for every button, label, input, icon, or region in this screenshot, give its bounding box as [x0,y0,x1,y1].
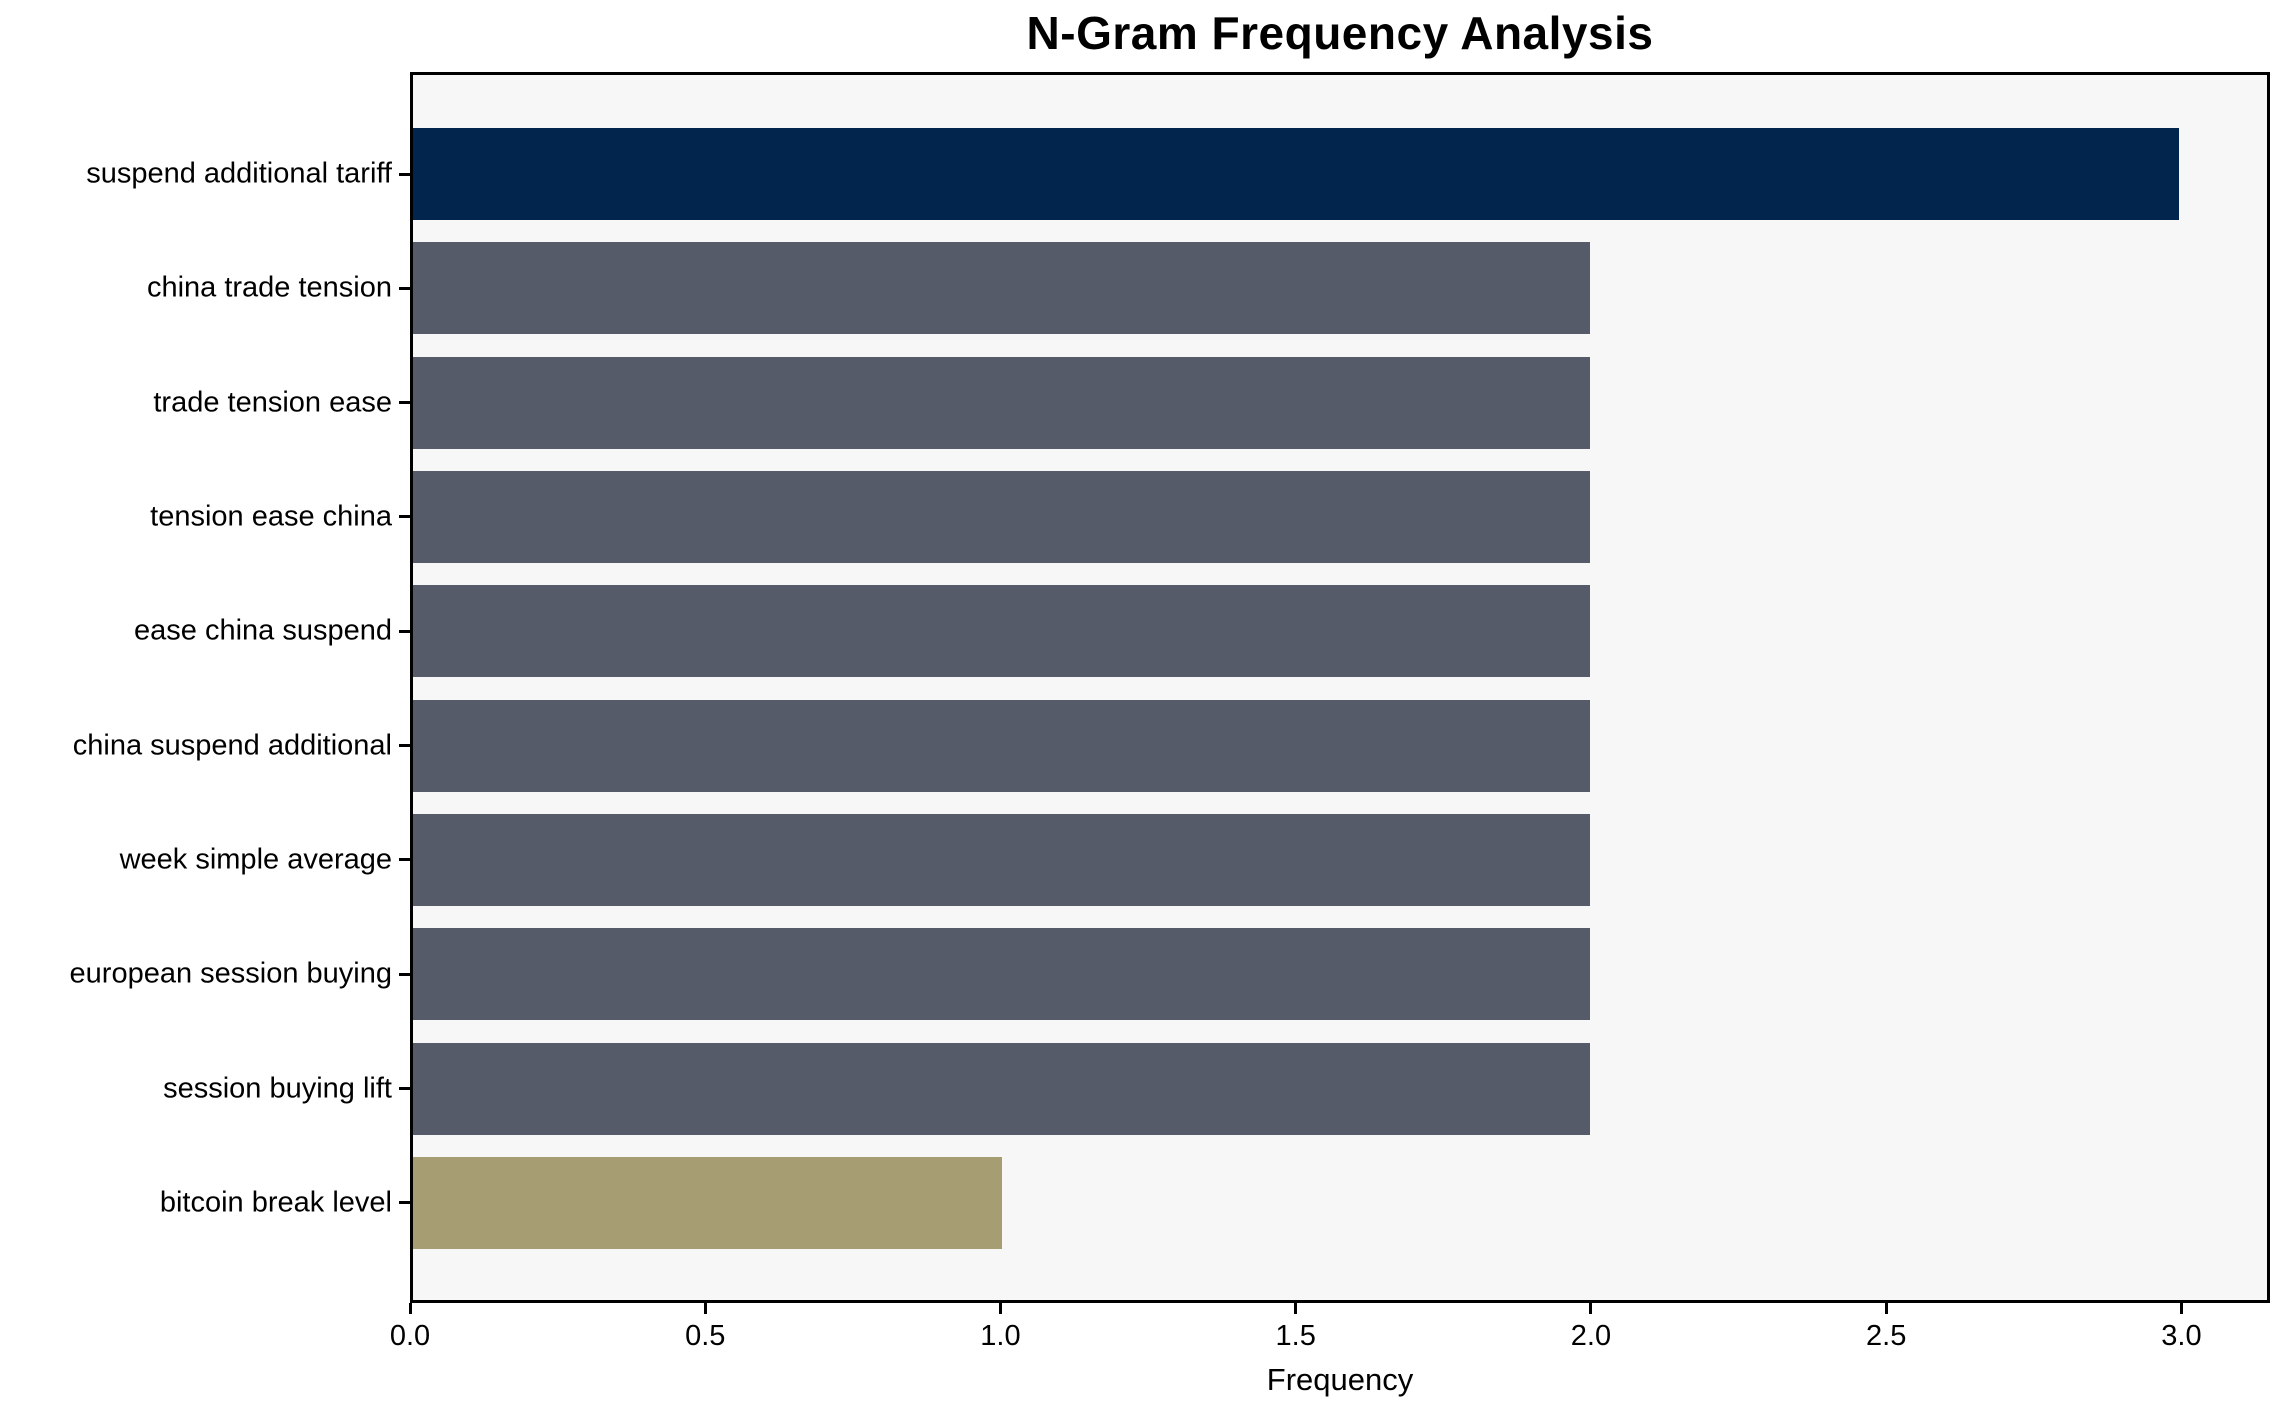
x-tick-mark [1884,1303,1888,1314]
y-tick-mark [399,401,410,405]
y-tick-label: bitcoin break level [159,1186,392,1219]
y-tick-mark [399,858,410,862]
x-tick-label: 2.0 [1570,1320,1612,1352]
y-tick-mark [399,972,410,976]
y-tick-mark [399,1201,410,1205]
bar [413,1156,1002,1249]
bar [413,813,1591,906]
x-tick-label: 0.0 [389,1320,431,1352]
y-tick-label: trade tension ease [153,386,392,419]
y-tick-label: tension ease china [150,500,392,533]
y-tick-mark [399,515,410,519]
x-tick-label: 3.0 [2161,1320,2202,1352]
y-tick-mark [399,744,410,748]
bar [413,585,1591,678]
x-tick-mark [1294,1303,1298,1314]
y-tick-label: china suspend additional [72,729,392,762]
x-tick-mark [703,1303,707,1314]
x-tick-label: 2.5 [1866,1320,1907,1352]
chart-title: N-Gram Frequency Analysis [1026,7,1654,59]
bar [413,128,2179,220]
x-axis-label: Frequency [1266,1362,1414,1397]
x-tick-mark [2179,1303,2183,1314]
bar [413,242,1591,335]
x-tick-mark [998,1303,1002,1314]
y-tick-label: ease china suspend [134,614,392,647]
y-tick-mark [399,1087,410,1091]
y-tick-mark [399,172,410,176]
y-tick-label: china trade tension [146,271,392,304]
y-tick-label: week simple average [119,843,392,876]
y-tick-mark [399,286,410,290]
bar [413,470,1591,563]
y-tick-label: european session buying [69,957,392,990]
bar [413,1042,1591,1135]
x-tick-label: 1.0 [980,1320,1021,1352]
bar [413,928,1591,1021]
x-tick-label: 1.5 [1275,1320,1316,1352]
bar [413,699,1591,792]
x-tick-label: 0.5 [685,1320,726,1352]
y-tick-label: suspend additional tariff [86,157,392,190]
y-tick-mark [399,629,410,633]
plot-area [410,72,2270,1303]
bar [413,356,1591,449]
y-tick-label: session buying lift [163,1072,392,1105]
x-tick-mark [408,1303,412,1314]
x-tick-mark [1589,1303,1593,1314]
